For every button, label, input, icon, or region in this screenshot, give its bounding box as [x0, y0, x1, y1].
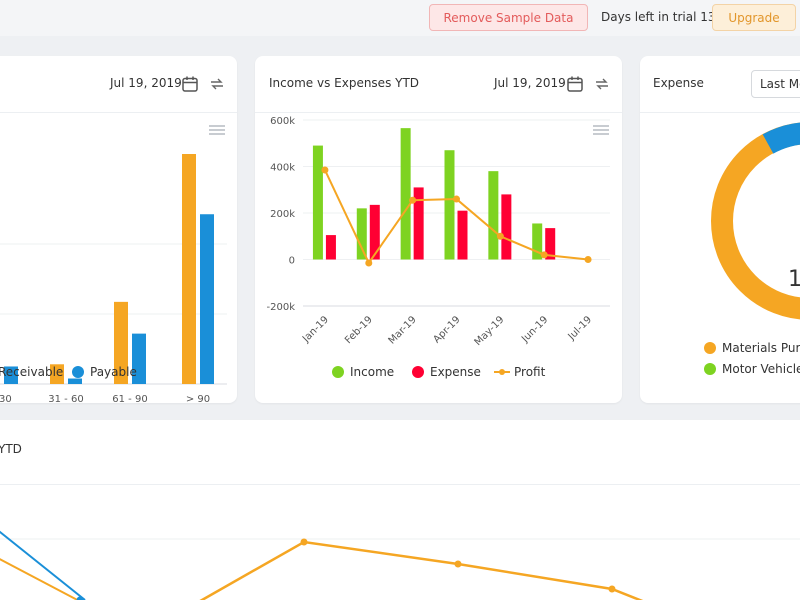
legend-receivable[interactable]: Receivable: [0, 365, 63, 379]
x-tick-label: Jul-19: [566, 314, 595, 343]
legend-income[interactable]: Income: [332, 365, 394, 379]
bar-income[interactable]: [312, 145, 323, 260]
bar-payable[interactable]: [4, 366, 18, 384]
income-card-header: [255, 56, 622, 113]
divider: [0, 484, 800, 485]
bottom-card: YTD: [0, 420, 800, 600]
bar-receivable[interactable]: [182, 154, 196, 384]
remove-sample-data-button[interactable]: Remove Sample Data: [429, 4, 588, 31]
expense-card-header: [640, 56, 800, 113]
x-tick-label: Jun-19: [519, 314, 550, 345]
legend-label: Income: [350, 365, 395, 379]
top-bar: [0, 0, 800, 36]
profit-point[interactable]: [365, 259, 373, 267]
period-select[interactable]: Last Mo: [751, 70, 800, 98]
legend-line-marker: [494, 369, 510, 375]
legend-dot: [412, 366, 424, 378]
x-tick-label: 31 - 60: [48, 394, 83, 404]
bar-expense[interactable]: [325, 235, 336, 260]
bar-receivable[interactable]: [50, 364, 64, 384]
bar-payable[interactable]: [132, 333, 146, 384]
donut-center-value: 13: [788, 267, 800, 292]
bar-income[interactable]: [488, 171, 499, 260]
x-tick-label: Apr-19: [432, 314, 463, 345]
legend-label: Materials Purc: [722, 341, 800, 355]
refresh-icon[interactable]: [208, 75, 226, 93]
expense-card: Expense Last Mo 13 Materials Purc Motor …: [640, 56, 800, 403]
chart-menu-icon[interactable]: [209, 125, 225, 137]
x-tick-label: 61 - 90: [112, 394, 147, 404]
income-expense-chart: 600k 400k 200k 0 -200k Jan-19 Feb-19 Mar-19 Apr-…: [267, 116, 610, 348]
legend-label: Profit: [514, 365, 546, 379]
bar-expense[interactable]: [501, 194, 512, 260]
bar-income[interactable]: [356, 208, 367, 260]
income-card-title: Income vs Expenses YTD: [269, 76, 420, 90]
trial-days-left: Days left in trial 13: [601, 10, 716, 24]
profit-point[interactable]: [540, 251, 548, 259]
bar-receivable[interactable]: [114, 301, 128, 384]
legend-motor-vehicle[interactable]: Motor Vehicle: [704, 362, 800, 376]
calendar-icon[interactable]: [566, 75, 584, 93]
x-tick-label: Feb-19: [343, 314, 375, 346]
legend-expense[interactable]: Expense: [412, 365, 481, 379]
y-tick-label: 600k: [270, 116, 295, 127]
legend-dot: [72, 366, 84, 378]
legend-payable[interactable]: Payable: [72, 365, 137, 379]
bar-payable[interactable]: [68, 378, 82, 384]
aging-chart: - 30 31 - 60 61 - 90 > 90: [0, 154, 227, 404]
income-expense-card: Income vs Expenses YTD Jul 19, 2019 600k…: [255, 56, 622, 403]
profit-point[interactable]: [321, 166, 329, 174]
profit-point[interactable]: [496, 232, 504, 240]
expense-donut-chart: 13: [711, 122, 800, 320]
legend-label: Expense: [430, 365, 481, 379]
x-tick-label: - 30: [0, 394, 12, 404]
aging-card-date: Jul 19, 2019: [110, 76, 182, 90]
bar-expense[interactable]: [457, 210, 468, 260]
bar-income[interactable]: [400, 128, 411, 260]
x-tick-label: > 90: [186, 394, 210, 404]
bottom-card-title: YTD: [0, 442, 22, 456]
refresh-icon[interactable]: [593, 75, 611, 93]
x-tick-label: May-19: [473, 314, 507, 348]
x-tick-label: Jan-19: [300, 314, 331, 345]
legend-profit[interactable]: Profit: [494, 365, 545, 379]
profit-point[interactable]: [409, 196, 417, 204]
calendar-icon[interactable]: [181, 75, 199, 93]
legend-label: Payable: [90, 365, 137, 379]
bar-expense[interactable]: [413, 187, 424, 260]
bar-payable[interactable]: [200, 214, 214, 384]
legend-dot: [704, 363, 716, 375]
y-tick-label: -200k: [267, 302, 296, 313]
bottom-line-chart: [0, 530, 800, 600]
bar-income[interactable]: [532, 223, 543, 260]
y-tick-label: 400k: [270, 163, 295, 174]
chart-menu-icon[interactable]: [593, 125, 609, 137]
upgrade-button[interactable]: Upgrade: [712, 4, 796, 31]
bar-expense[interactable]: [369, 204, 380, 260]
y-tick-label: 200k: [270, 209, 295, 220]
profit-point[interactable]: [584, 256, 592, 263]
bar-expense[interactable]: [545, 228, 556, 260]
y-tick-label: 0: [289, 256, 295, 267]
expense-card-title: Expense: [653, 76, 704, 90]
legend-label: Receivable: [0, 365, 64, 379]
legend-dot: [704, 342, 716, 354]
aging-card-header: [0, 56, 237, 113]
legend-materials[interactable]: Materials Purc: [704, 341, 800, 355]
legend-dot: [332, 366, 344, 378]
aging-card: Jul 19, 2019 - 30 31 - 60 61 - 90 > 90 Rece…: [0, 56, 237, 404]
legend-label: Motor Vehicle: [722, 362, 800, 376]
bar-income[interactable]: [444, 150, 455, 260]
income-card-date: Jul 19, 2019: [494, 76, 566, 90]
x-tick-label: Mar-19: [387, 314, 419, 346]
profit-point[interactable]: [453, 195, 460, 203]
